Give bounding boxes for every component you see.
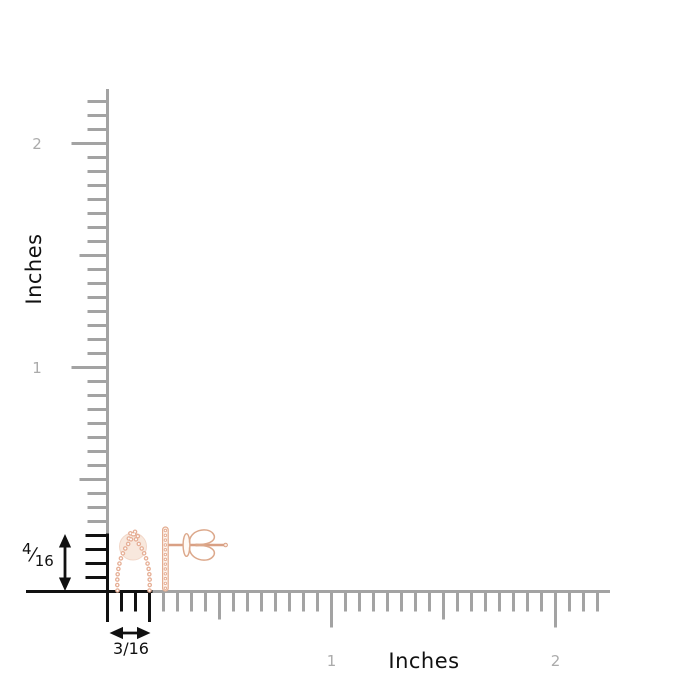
arrow-right-icon (137, 626, 151, 640)
horizontal-axis-title: Inches (388, 649, 460, 673)
butterfly-back-upper-loop (188, 529, 216, 546)
height-dimension-label: 4⁄16 (22, 540, 54, 570)
butterfly-back-plate (182, 533, 191, 558)
height-numerator: 4 (22, 540, 32, 558)
h-axis-tick-label: 2 (550, 652, 561, 670)
arrow-down-icon (58, 577, 72, 591)
earring-post-tip (223, 542, 228, 548)
dimension-arrows (58, 534, 151, 640)
arrow-left-icon (109, 626, 123, 640)
earring-side-view (162, 526, 228, 592)
fraction-slash: ⁄ (31, 544, 35, 566)
vertical-axis-title: Inches (22, 233, 46, 305)
v-axis-tick-label: 2 (32, 134, 42, 153)
diamond-beads-wishbone (114, 527, 153, 593)
v-axis-tick-label: 1 (32, 358, 42, 377)
vertical-ruler (71, 89, 109, 593)
butterfly-back-lower-loop (188, 544, 216, 561)
width-dimension-label: 3/16 (113, 639, 149, 658)
earring-front-view (114, 527, 153, 593)
arrow-up-icon (58, 534, 72, 548)
highlight-brackets (26, 533, 153, 622)
h-axis-tick-label: 1 (326, 652, 337, 670)
height-denominator: 16 (34, 552, 54, 570)
